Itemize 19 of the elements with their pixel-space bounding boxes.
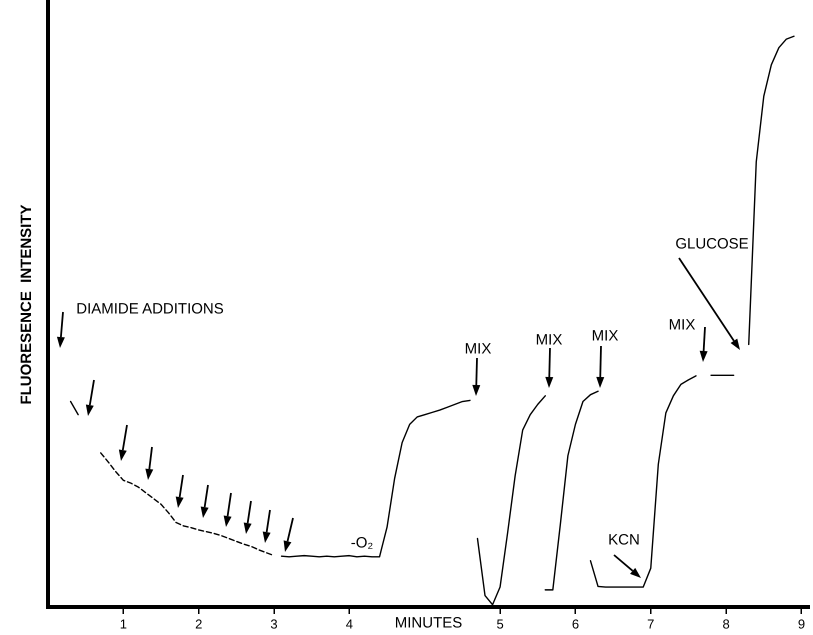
x-tick-label: 9	[798, 616, 806, 632]
annotation: -O₂	[350, 534, 374, 552]
x-tick-label: 1	[120, 616, 127, 632]
annotation: KCN	[608, 532, 640, 548]
x-tick-label: 8	[722, 616, 730, 632]
x-tick-label: 4	[346, 616, 354, 632]
x-tick-label: 3	[270, 616, 278, 632]
x-tick-label: 7	[647, 616, 654, 632]
x-tick-label: 2	[195, 616, 202, 632]
x-tick-label: 5	[496, 616, 504, 632]
annotation: DIAMIDE ADDITIONS	[76, 300, 224, 318]
y-axis-title: FLUORESENCE INTENSITY	[18, 204, 36, 405]
annotation: MIX	[592, 328, 618, 344]
annotation: MIX	[668, 316, 696, 334]
annotation: MIX	[536, 332, 562, 348]
annotation: GLUCOSE	[675, 236, 749, 252]
x-axis-title: MINUTES	[394, 614, 462, 632]
annotation: MIX	[464, 340, 492, 358]
x-tick-label: 6	[572, 616, 580, 632]
